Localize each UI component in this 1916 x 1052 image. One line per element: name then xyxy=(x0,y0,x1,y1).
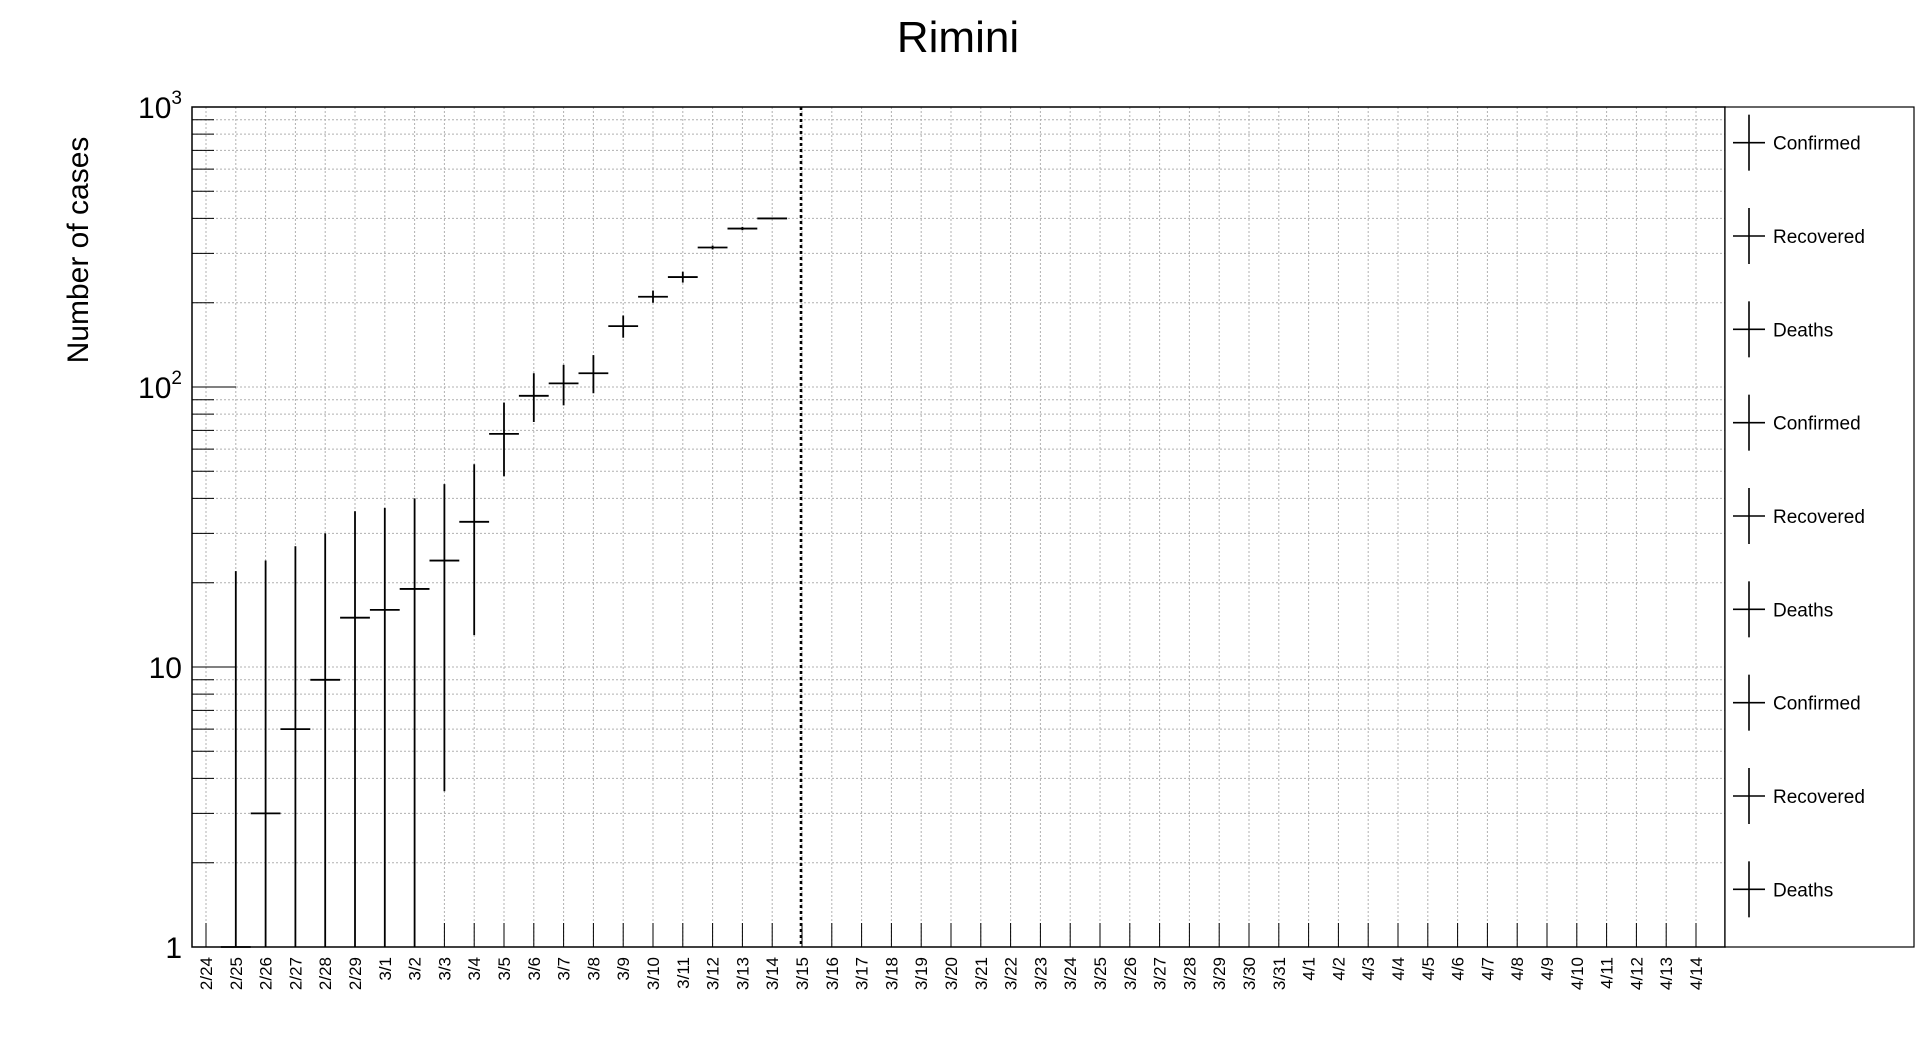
axis-layer: 2/24 2/25 2/26 2/27 2/28 2/29 3/1 3/2 3/3 3/4 3/5 3… xyxy=(138,88,1706,990)
legend-label: Recovered xyxy=(1773,507,1865,528)
x-tick-label: 2/24 xyxy=(197,957,216,990)
x-tick-label: 3/21 xyxy=(972,957,991,990)
x-tick-label: 3/8 xyxy=(584,957,603,981)
legend-label: Deaths xyxy=(1773,880,1833,901)
y-tick-label: 103 xyxy=(138,88,182,125)
data-marks xyxy=(220,107,803,948)
x-tick-label: 3/1 xyxy=(376,957,395,981)
x-tick-label: 4/13 xyxy=(1657,957,1676,990)
legend-box xyxy=(1724,106,1915,948)
x-tick-label: 3/31 xyxy=(1270,957,1289,990)
x-tick-label: 4/12 xyxy=(1627,957,1646,990)
x-tick-label: 3/28 xyxy=(1180,957,1199,990)
x-tick-label: 3/19 xyxy=(912,957,931,990)
x-tick-label: 3/22 xyxy=(1002,957,1021,990)
x-tick-label: 3/3 xyxy=(435,957,454,981)
legend-label: Confirmed xyxy=(1773,694,1861,715)
legend: Confirmed Recovered Deaths Confirmed Recover… xyxy=(1733,114,1865,918)
x-tick-label: 3/12 xyxy=(704,957,723,990)
x-tick-label: 3/6 xyxy=(525,957,544,981)
x-tick-label: 3/4 xyxy=(465,957,484,981)
legend-label: Confirmed xyxy=(1773,134,1861,155)
x-tick-label: 3/20 xyxy=(942,957,961,990)
y-tick-label: 10 xyxy=(149,652,182,685)
y-tick-label: 102 xyxy=(138,368,182,405)
x-tick-label: 3/17 xyxy=(853,957,872,990)
x-tick-label: 3/7 xyxy=(555,957,574,981)
x-tick-label: 3/25 xyxy=(1091,957,1110,990)
x-tick-label: 3/10 xyxy=(644,957,663,990)
x-tick-label: 2/29 xyxy=(346,957,365,990)
plot-frame xyxy=(191,106,1726,948)
x-tick-label: 2/26 xyxy=(257,957,276,990)
x-tick-label: 3/2 xyxy=(406,957,425,981)
x-tick-label: 2/28 xyxy=(316,957,335,990)
x-tick-label: 4/9 xyxy=(1538,957,1557,981)
x-tick-label: 3/30 xyxy=(1240,957,1259,990)
x-tick-label: 4/8 xyxy=(1508,957,1527,981)
x-tick-label: 3/14 xyxy=(763,957,782,990)
x-tick-label: 3/27 xyxy=(1151,957,1170,990)
x-tick-label: 4/7 xyxy=(1478,957,1497,981)
x-tick-label: 4/3 xyxy=(1359,957,1378,981)
y-axis-label: Number of cases xyxy=(62,137,95,364)
x-tick-label: 2/27 xyxy=(286,957,305,990)
x-tick-label: 3/26 xyxy=(1121,957,1140,990)
x-tick-label: 3/24 xyxy=(1061,957,1080,990)
y-tick-label: 1 xyxy=(165,932,182,965)
legend-label: Confirmed xyxy=(1773,414,1861,435)
x-tick-label: 3/5 xyxy=(495,957,514,981)
x-tick-label: 4/5 xyxy=(1419,957,1438,981)
x-tick-label: 3/29 xyxy=(1210,957,1229,990)
legend-label: Recovered xyxy=(1773,787,1865,808)
legend-label: Deaths xyxy=(1773,600,1833,621)
x-tick-label: 2/25 xyxy=(227,957,246,990)
x-tick-label: 3/11 xyxy=(674,957,693,989)
x-tick-label: 4/2 xyxy=(1329,957,1348,981)
chart-title: Rimini xyxy=(897,13,1019,62)
x-tick-label: 4/6 xyxy=(1449,957,1468,981)
x-tick-label: 3/16 xyxy=(823,957,842,990)
x-tick-label: 4/10 xyxy=(1568,957,1587,990)
x-tick-label: 3/18 xyxy=(882,957,901,990)
x-tick-label: 3/13 xyxy=(733,957,752,990)
x-tick-label: 3/23 xyxy=(1031,957,1050,990)
x-tick-label: 4/4 xyxy=(1389,957,1408,981)
x-tick-label: 4/14 xyxy=(1687,957,1706,990)
x-tick-label: 3/15 xyxy=(793,957,812,990)
x-tick-label: 3/9 xyxy=(614,957,633,981)
grid-layer xyxy=(192,107,1725,947)
x-tick-label: 4/1 xyxy=(1300,957,1319,981)
legend-label: Recovered xyxy=(1773,227,1865,248)
x-tick-label: 4/11 xyxy=(1598,957,1617,989)
legend-label: Deaths xyxy=(1773,320,1833,341)
